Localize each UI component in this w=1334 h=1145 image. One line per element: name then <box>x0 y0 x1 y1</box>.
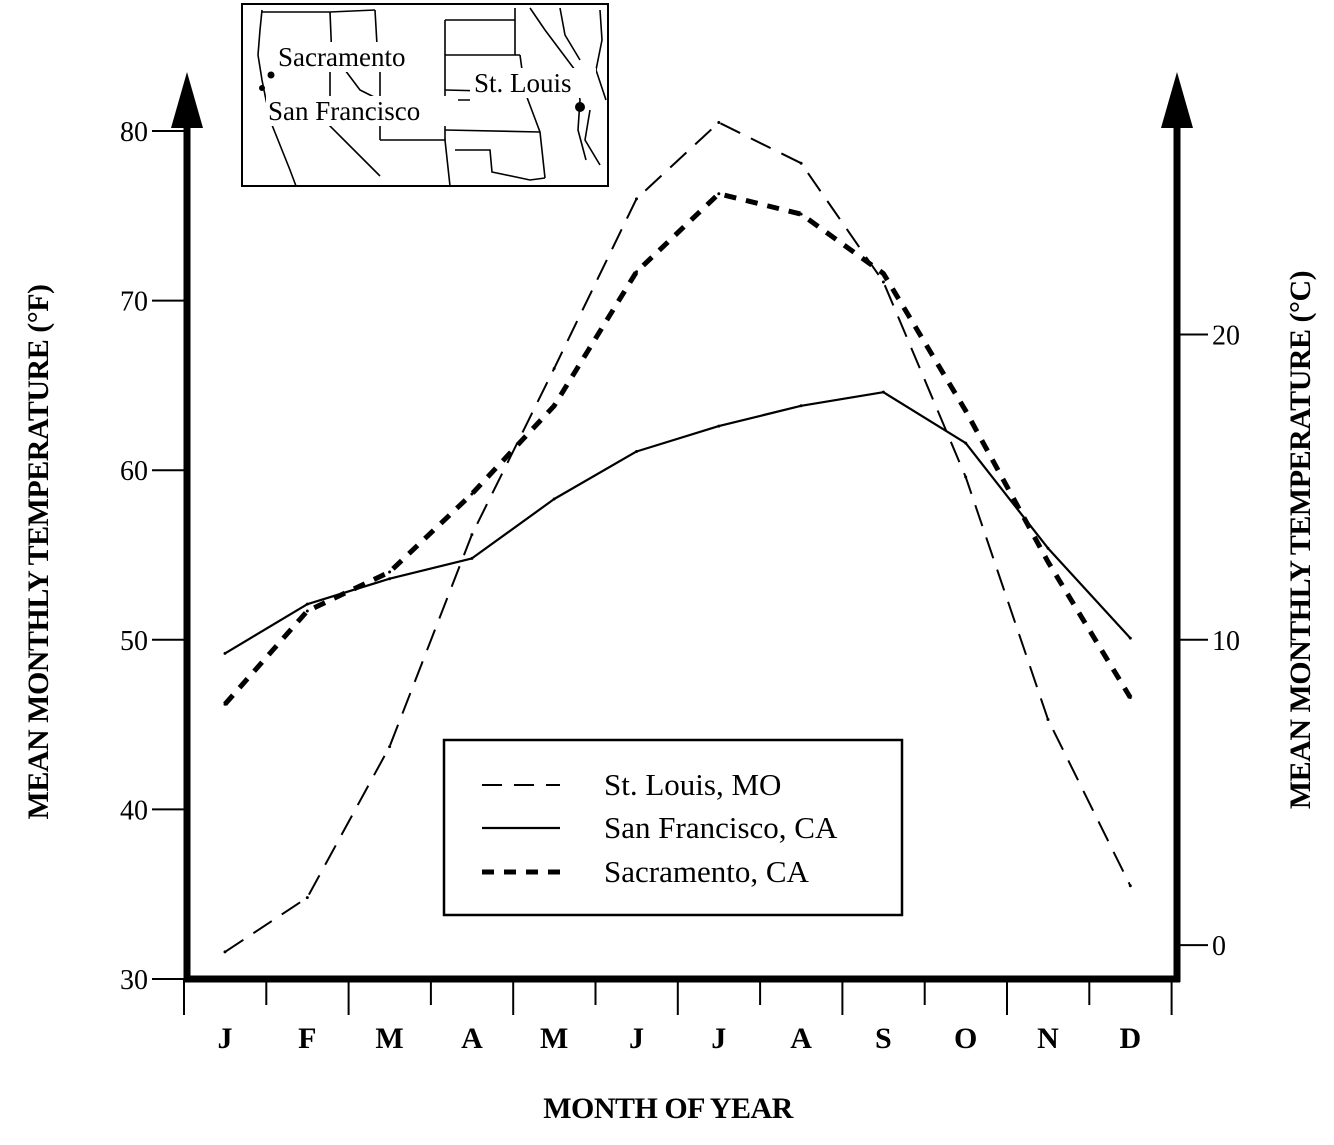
left-tick-label: 30 <box>120 965 148 996</box>
axes <box>171 72 1193 983</box>
legend-label-sacramento: Sacramento, CA <box>604 854 810 889</box>
right-tick-label: 10 <box>1212 626 1240 657</box>
data-point-sacramento-ca <box>223 702 227 706</box>
map-marker-st-louis <box>575 102 585 112</box>
month-label: J <box>629 1022 644 1055</box>
data-point-sacramento-ca <box>964 409 968 413</box>
data-point-sacramento-ca <box>1128 695 1132 699</box>
month-label: A <box>790 1022 812 1055</box>
data-point-san-francisco-ca <box>881 390 885 394</box>
data-point-san-francisco-ca <box>388 577 392 581</box>
data-point-st-louis-mo <box>223 950 227 954</box>
right-y-axis-title: MEAN MONTHLY TEMPERATURE (°C) <box>1284 271 1317 809</box>
data-point-san-francisco-ca <box>470 556 474 560</box>
map-marker-sacramento <box>267 71 275 79</box>
data-point-st-louis-mo <box>1128 884 1132 888</box>
left-tick-label: 70 <box>120 287 148 318</box>
data-point-sacramento-ca <box>552 404 556 408</box>
month-label: S <box>875 1022 892 1055</box>
data-point-sacramento-ca <box>717 192 721 196</box>
month-label: D <box>1119 1022 1141 1055</box>
data-point-sacramento-ca <box>305 609 309 613</box>
data-point-san-francisco-ca <box>799 404 803 408</box>
left-y-axis-title: MEAN MONTHLY TEMPERATURE (°F) <box>22 284 55 819</box>
month-label: M <box>375 1022 403 1055</box>
series-line-san-francisco-ca <box>224 391 1132 655</box>
data-point-st-louis-mo <box>470 533 474 537</box>
data-point-san-francisco-ca <box>964 441 968 445</box>
left-tick-label: 50 <box>120 626 148 657</box>
data-point-sacramento-ca <box>881 271 885 275</box>
month-label: A <box>461 1022 483 1055</box>
inset-map: Sacramento San Francisco St. Louis <box>241 3 609 187</box>
right-tick-label: 0 <box>1212 931 1226 962</box>
month-label: F <box>298 1022 316 1055</box>
data-point-st-louis-mo <box>552 366 556 370</box>
month-label: J <box>218 1022 233 1055</box>
left-tick-label: 40 <box>120 795 148 826</box>
left-tick-label: 60 <box>120 456 148 487</box>
data-point-st-louis-mo <box>717 121 721 125</box>
month-label: O <box>954 1022 977 1055</box>
month-label: J <box>711 1022 726 1055</box>
map-label-bg-st-louis <box>470 68 596 98</box>
data-point-st-louis-mo <box>1046 718 1050 722</box>
data-point-sacramento-ca <box>1046 560 1050 564</box>
map-label-san-francisco: San Francisco <box>268 96 420 126</box>
x-axis-title: MONTH OF YEAR <box>543 1092 793 1125</box>
data-point-sacramento-ca <box>470 492 474 496</box>
data-point-st-louis-mo <box>305 896 309 900</box>
data-point-san-francisco-ca <box>552 497 556 501</box>
map-label-st-louis: St. Louis <box>474 68 572 98</box>
left-axis-arrow-icon <box>171 72 203 128</box>
data-point-st-louis-mo <box>881 280 885 284</box>
data-point-san-francisco-ca <box>223 651 227 655</box>
legend-label-st-louis: St. Louis, MO <box>604 767 781 802</box>
data-point-sacramento-ca <box>799 212 803 216</box>
right-tick-label: 20 <box>1212 321 1240 352</box>
data-point-san-francisco-ca <box>1046 546 1050 550</box>
series-line-st-louis-mo <box>224 121 1132 953</box>
right-y-ticks: 0 10 20 <box>1177 321 1240 962</box>
data-point-san-francisco-ca <box>635 450 638 454</box>
month-label: M <box>540 1022 568 1055</box>
data-point-san-francisco-ca <box>305 602 309 606</box>
data-point-st-louis-mo <box>388 745 392 749</box>
series-line-sacramento-ca <box>223 191 1133 706</box>
data-point-st-louis-mo <box>964 475 968 479</box>
left-tick-label: 80 <box>120 117 148 148</box>
month-label: N <box>1037 1022 1059 1055</box>
left-y-ticks: 30 40 50 60 70 80 <box>120 117 187 996</box>
data-point-st-louis-mo <box>799 161 803 165</box>
legend-label-san-francisco: San Francisco, CA <box>604 810 838 845</box>
data-point-sacramento-ca <box>635 270 638 274</box>
map-label-bg-sacramento <box>275 42 435 72</box>
map-label-sacramento: Sacramento <box>278 42 405 72</box>
data-point-sacramento-ca <box>388 570 392 574</box>
data-point-san-francisco-ca <box>717 424 721 428</box>
map-label-bg-san-francisco <box>266 96 458 126</box>
series-lines <box>223 121 1133 954</box>
data-point-san-francisco-ca <box>1128 636 1132 640</box>
map-marker-san-francisco <box>259 85 265 91</box>
legend: St. Louis, MO San Francisco, CA Sacramen… <box>442 738 904 917</box>
data-point-st-louis-mo <box>635 197 638 201</box>
right-axis-arrow-icon <box>1161 72 1193 128</box>
